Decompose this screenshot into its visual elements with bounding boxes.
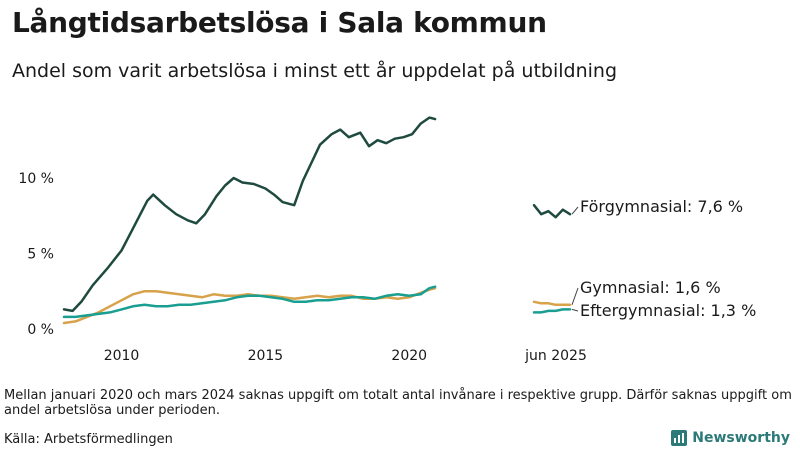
y-tick-label: 10 % — [18, 171, 54, 187]
x-tick-label: 2010 — [104, 348, 140, 364]
series-label-forgymnasial: Förgymnasial: 7,6 % — [580, 197, 743, 216]
recent-line-eftergymnasial — [532, 308, 572, 314]
recent-line-gymnasial — [532, 300, 572, 307]
y-tick-label: 5 % — [27, 246, 54, 262]
series-line-eftergymnasial — [62, 285, 437, 319]
recent-period-label: jun 2025 — [524, 348, 587, 364]
line-chart: 0 % 5 % 10 % 2010 2015 2020 jun 2025 Förgymnasi… — [18, 116, 756, 364]
x-tick-label: 2015 — [248, 348, 284, 364]
y-tick-label: 0 % — [27, 322, 54, 338]
recent-line-forgymnasial — [532, 203, 572, 219]
series-line-forgymnasial — [62, 116, 437, 313]
series-label-eftergymnasial: Eftergymnasial: 1,3 % — [580, 301, 756, 320]
label-leader-eftergymnasial — [571, 308, 579, 312]
brand-logo: Newsworthy — [671, 430, 790, 446]
brand-name: Newsworthy — [692, 430, 790, 446]
label-leader-forgymnasial — [571, 206, 579, 215]
newsworthy-icon — [671, 430, 688, 446]
chart-subtitle: Andel som varit arbetslösa i minst ett å… — [12, 60, 618, 82]
label-leader-gymnasial — [571, 287, 579, 305]
x-tick-label: 2020 — [391, 348, 427, 364]
source-note: Källa: Arbetsförmedlingen — [4, 432, 173, 447]
series-line-gymnasial — [62, 286, 437, 325]
chart-title: Långtidsarbetslösa i Sala kommun — [12, 6, 547, 39]
footnote: Mellan januari 2020 och mars 2024 saknas… — [4, 388, 792, 418]
series-label-gymnasial: Gymnasial: 1,6 % — [580, 278, 721, 297]
